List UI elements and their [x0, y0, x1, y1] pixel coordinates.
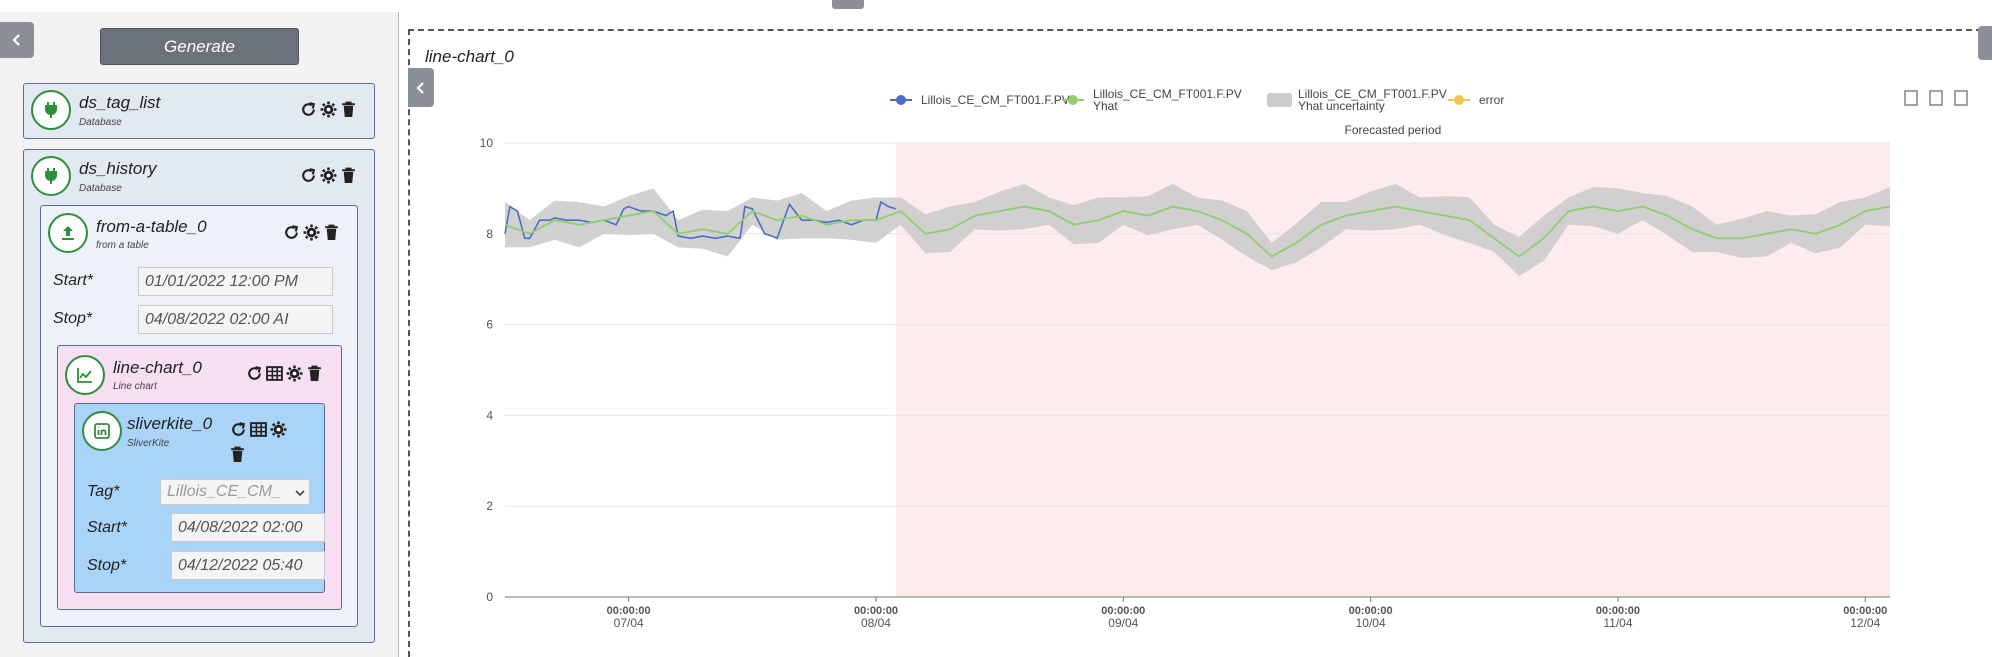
stop-label: Stop*	[53, 310, 93, 327]
series-yhat-line	[504, 205, 1891, 258]
gear-icon[interactable]	[320, 101, 337, 118]
node-title: sliverkite_0	[127, 414, 213, 433]
x-tick-time: 00:00:00	[1349, 605, 1393, 617]
refresh-icon[interactable]	[300, 101, 317, 118]
x-tick-date: 08/04	[861, 616, 891, 630]
trash-icon[interactable]	[306, 365, 323, 382]
legend-label: Lillois_CE_CM_FT001.F.PV	[921, 93, 1070, 107]
refresh-icon[interactable]	[283, 224, 300, 241]
node-title: line-chart_0	[113, 358, 202, 377]
zoom-icon[interactable]	[1904, 90, 1918, 106]
x-tick-time: 00:00:00	[607, 605, 651, 617]
y-tick-label: 0	[486, 590, 493, 604]
data-view-icon[interactable]	[1954, 90, 1968, 106]
y-tick-label: 4	[486, 408, 493, 422]
node-subtitle: Database	[79, 183, 122, 194]
start-input[interactable]: 01/01/2022 12:00 PM	[138, 267, 333, 296]
y-tick-label: 8	[486, 227, 493, 241]
restore-icon[interactable]	[1929, 90, 1943, 106]
refresh-icon[interactable]	[300, 167, 317, 184]
start-label: Start*	[87, 519, 128, 536]
legend-symbol-dot	[896, 95, 906, 105]
y-tick-label: 6	[486, 318, 493, 332]
expand-right-panel-button[interactable]	[1978, 26, 1992, 60]
forecast-period-label: Forecasted period	[1345, 123, 1442, 137]
forecast-chart: Forecasted period024681000:00:0007/0400:…	[480, 87, 1968, 630]
plug-icon	[31, 90, 71, 130]
stop-label: Stop*	[87, 557, 127, 574]
y-tick-label: 2	[486, 499, 493, 513]
x-tick-time: 00:00:00	[1101, 605, 1145, 617]
trash-icon[interactable]	[229, 446, 246, 463]
gear-icon[interactable]	[303, 224, 320, 241]
y-tick-label: 10	[480, 136, 494, 150]
collapse-left-panel-button[interactable]	[0, 22, 34, 58]
stop-input[interactable]: 04/12/2022 05:40	[171, 551, 325, 580]
chevron-down-icon	[295, 490, 305, 497]
x-tick-time: 00:00:00	[1596, 605, 1640, 617]
gear-icon[interactable]	[270, 421, 287, 438]
node-title: ds_tag_list	[79, 93, 161, 112]
close-tab-button[interactable]	[832, 0, 864, 9]
tag-select-value: Lillois_CE_CM_	[167, 483, 281, 500]
node-subtitle: Database	[79, 117, 122, 128]
start-input[interactable]: 04/08/2022 02:00	[171, 513, 325, 542]
chart-panel-title: line-chart_0	[425, 47, 514, 66]
chevron-left-icon	[416, 81, 424, 94]
legend-label-secondary: Yhat uncertainty	[1298, 99, 1385, 113]
x-tick-date: 12/04	[1850, 616, 1880, 630]
stop-input[interactable]: 04/08/2022 02:00 AI	[138, 305, 333, 334]
node-subtitle: Line chart	[113, 381, 157, 392]
trash-icon[interactable]	[340, 167, 357, 184]
x-tick-date: 09/04	[1108, 616, 1138, 630]
node-subtitle: from a table	[96, 240, 149, 251]
x-tick-time: 00:00:00	[854, 605, 898, 617]
linkedin-icon	[82, 411, 122, 451]
gear-icon[interactable]	[286, 365, 303, 382]
trash-icon[interactable]	[340, 101, 357, 118]
table-icon[interactable]	[266, 365, 283, 382]
legend-label: Lillois_CE_CM_FT001.F.PV	[1298, 87, 1447, 101]
node-title: ds_history	[79, 159, 157, 178]
tag-label: Tag*	[87, 483, 120, 500]
legend-symbol-box	[1267, 93, 1292, 107]
plug-icon	[31, 156, 71, 196]
x-tick-date: 10/04	[1356, 616, 1386, 630]
refresh-icon[interactable]	[246, 365, 263, 382]
node-subtitle: SliverKite	[127, 438, 170, 449]
table-icon[interactable]	[250, 421, 267, 438]
x-tick-time: 00:00:00	[1843, 605, 1887, 617]
trash-icon[interactable]	[323, 224, 340, 241]
generate-button[interactable]: Generate	[100, 28, 299, 65]
series-actual-line	[504, 200, 897, 240]
node-title: from-a-table_0	[96, 217, 207, 236]
node-ds-tag-list[interactable]	[23, 83, 375, 139]
x-tick-date: 07/04	[614, 616, 644, 630]
legend-label-secondary: Yhat	[1093, 99, 1118, 113]
gear-icon[interactable]	[320, 167, 337, 184]
chart-panel	[408, 29, 1992, 657]
legend-symbol-dot	[1068, 95, 1078, 105]
legend-label: error	[1479, 93, 1504, 107]
refresh-icon[interactable]	[230, 421, 247, 438]
x-tick-date: 11/04	[1603, 616, 1632, 630]
legend-label: Lillois_CE_CM_FT001.F.PV	[1093, 87, 1242, 101]
line-chart-icon	[65, 355, 105, 395]
tag-select[interactable]: Lillois_CE_CM_	[160, 479, 310, 505]
start-label: Start*	[53, 272, 94, 289]
collapse-chart-panel-button[interactable]	[408, 68, 434, 107]
legend-symbol-dot	[1454, 95, 1464, 105]
upload-icon	[48, 213, 88, 253]
series-yhat-uncertainty	[505, 183, 1890, 277]
chevron-left-icon	[12, 34, 20, 46]
